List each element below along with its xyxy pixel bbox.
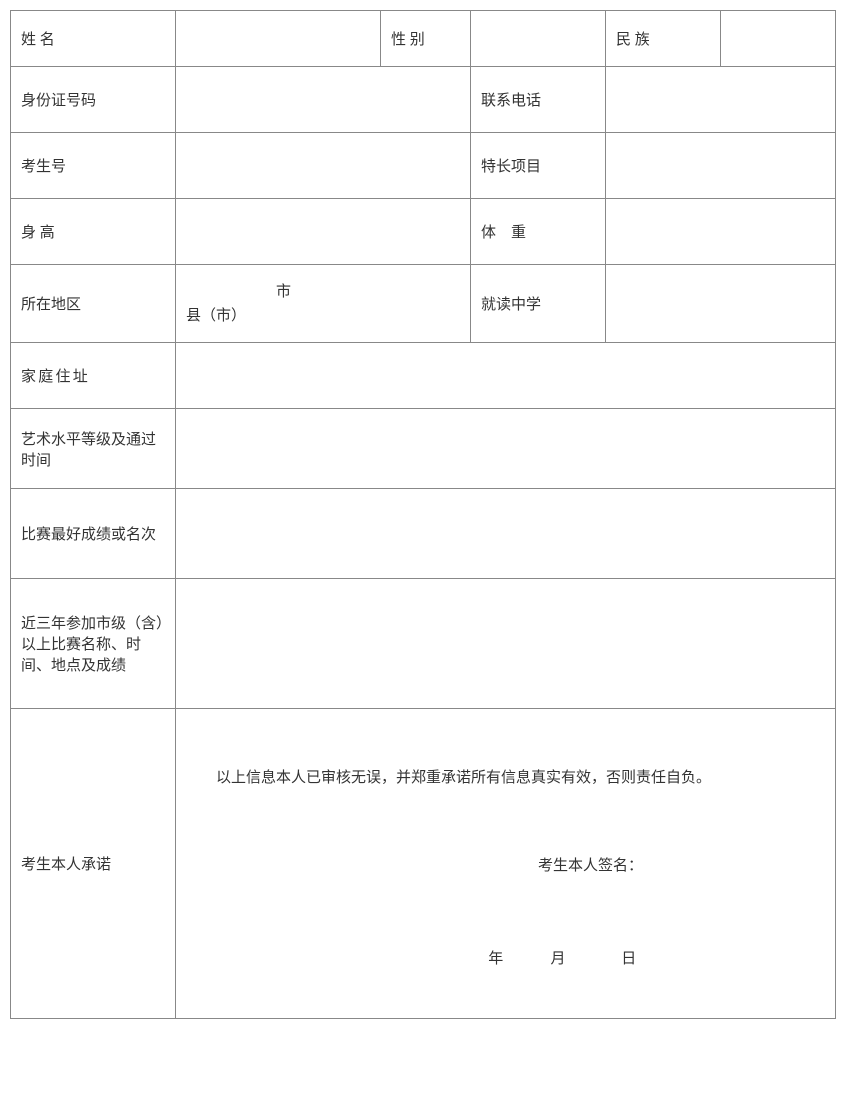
promise-signature-label: 考生本人签名： <box>186 850 825 883</box>
label-specialty: 特长项目 <box>471 133 606 199</box>
value-home-address[interactable] <box>176 343 836 409</box>
label-best-result: 比赛最好成绩或名次 <box>11 489 176 579</box>
value-best-result[interactable] <box>176 489 836 579</box>
date-day-gap <box>570 951 621 967</box>
label-height: 身 高 <box>11 199 176 265</box>
value-ethnicity[interactable] <box>721 11 836 67</box>
value-id-number[interactable] <box>176 67 471 133</box>
promise-content-cell: 以上信息本人已审核无误，并郑重承诺所有信息真实有效，否则责任自负。 考生本人签名… <box>176 709 836 1019</box>
value-weight[interactable] <box>606 199 836 265</box>
label-art-level: 艺术水平等级及通过时间 <box>11 409 176 489</box>
value-recent-competitions[interactable] <box>176 579 836 709</box>
label-weight: 体 重 <box>471 199 606 265</box>
label-id-number: 身份证号码 <box>11 67 176 133</box>
value-phone[interactable] <box>606 67 836 133</box>
date-year: 年 <box>488 951 504 967</box>
label-promise: 考生本人承诺 <box>11 709 176 1019</box>
label-region: 所在地区 <box>11 265 176 343</box>
label-gender: 性 别 <box>381 11 471 67</box>
row-name-gender-ethnicity: 姓 名 性 别 民 族 <box>11 11 836 67</box>
label-name: 姓 名 <box>11 11 176 67</box>
row-id-phone: 身份证号码 联系电话 <box>11 67 836 133</box>
promise-date-line: 年 月 日 <box>186 943 825 976</box>
row-candidate-specialty: 考生号 特长项目 <box>11 133 836 199</box>
value-name[interactable] <box>176 11 381 67</box>
row-recent-competitions: 近三年参加市级（含）以上比赛名称、时间、地点及成绩 <box>11 579 836 709</box>
value-candidate-no[interactable] <box>176 133 471 199</box>
row-art-level: 艺术水平等级及通过时间 <box>11 409 836 489</box>
label-ethnicity: 民 族 <box>606 11 721 67</box>
value-gender[interactable] <box>471 11 606 67</box>
label-home-address: 家庭住址 <box>11 343 176 409</box>
label-recent-competitions: 近三年参加市级（含）以上比赛名称、时间、地点及成绩 <box>11 579 176 709</box>
label-candidate-no: 考生号 <box>11 133 176 199</box>
region-city: 市 <box>186 280 460 304</box>
region-county: 县（市） <box>186 304 460 328</box>
row-height-weight: 身 高 体 重 <box>11 199 836 265</box>
date-year-gap <box>454 951 488 967</box>
row-home-address: 家庭住址 <box>11 343 836 409</box>
value-school[interactable] <box>606 265 836 343</box>
value-height[interactable] <box>176 199 471 265</box>
label-school: 就读中学 <box>471 265 606 343</box>
application-form-table: 姓 名 性 别 民 族 身份证号码 联系电话 考生号 特长项目 身 高 体 重 … <box>10 10 836 1019</box>
row-promise: 考生本人承诺 以上信息本人已审核无误，并郑重承诺所有信息真实有效，否则责任自负。… <box>11 709 836 1019</box>
row-best-result: 比赛最好成绩或名次 <box>11 489 836 579</box>
row-region-school: 所在地区 市 县（市） 就读中学 <box>11 265 836 343</box>
label-phone: 联系电话 <box>471 67 606 133</box>
value-region[interactable]: 市 县（市） <box>176 265 471 343</box>
promise-statement: 以上信息本人已审核无误，并郑重承诺所有信息真实有效，否则责任自负。 <box>186 762 825 795</box>
value-specialty[interactable] <box>606 133 836 199</box>
value-art-level[interactable] <box>176 409 836 489</box>
date-day: 日 <box>621 951 637 967</box>
date-month: 月 <box>550 951 566 967</box>
date-month-gap <box>508 951 551 967</box>
